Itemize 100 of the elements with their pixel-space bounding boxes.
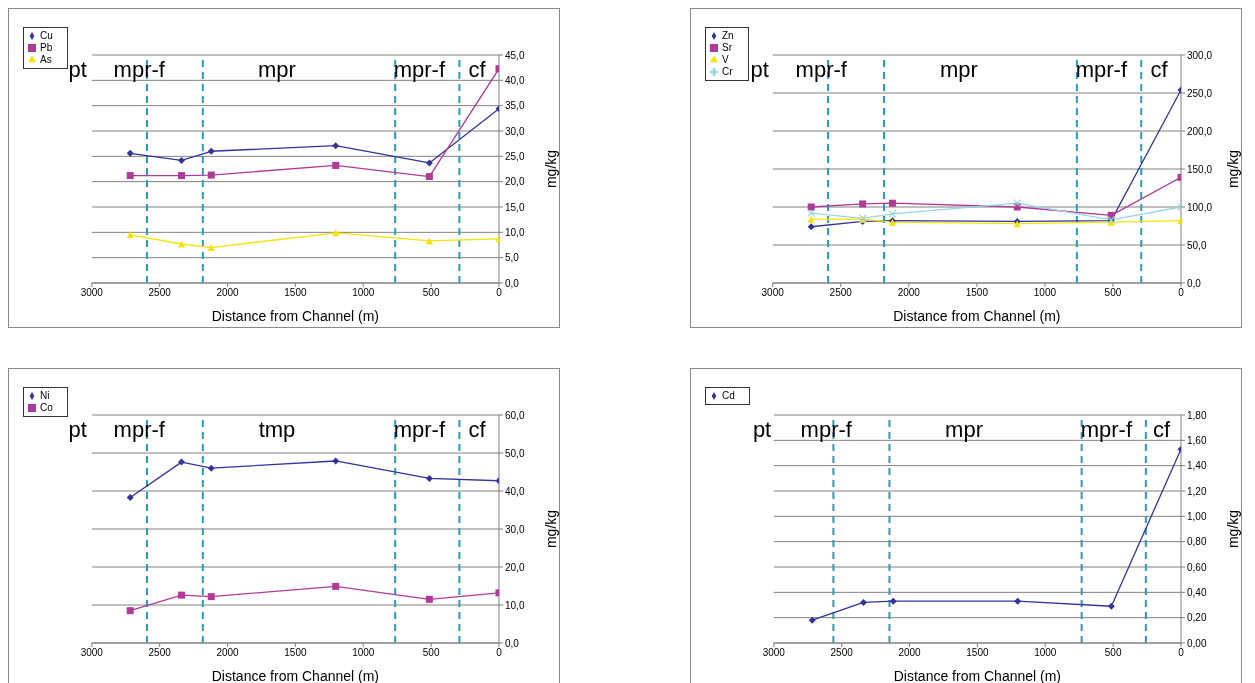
x-tick-label: 2500 xyxy=(148,647,172,659)
legend-label: Cd xyxy=(722,390,735,401)
annotation: mpr-f xyxy=(393,417,446,443)
point xyxy=(207,147,215,155)
annotation: mpr-f xyxy=(113,57,165,83)
y-tick-label: 200,0 xyxy=(1187,125,1213,137)
y-tick-label: 250,0 xyxy=(1187,87,1213,99)
point xyxy=(888,209,897,218)
legend-label: V xyxy=(722,54,729,65)
y-axis-title: mg/kg xyxy=(1224,509,1241,549)
y-tick-label: 15,0 xyxy=(505,201,525,213)
point xyxy=(332,457,340,465)
y-tick-label: 25,0 xyxy=(505,150,525,162)
annotation: mpr xyxy=(945,417,983,443)
y-tick-label: 1,60 xyxy=(1187,434,1207,446)
x-tick-label: 2500 xyxy=(830,647,854,659)
point xyxy=(126,149,134,157)
text: pt xyxy=(750,57,769,83)
legend-label: Co xyxy=(40,402,53,413)
y-tick-label: 35,0 xyxy=(505,100,525,112)
point xyxy=(207,171,215,179)
y-tick-label: 50,0 xyxy=(1187,239,1207,251)
x-tick-label: 1000 xyxy=(1034,647,1057,659)
annotation: mpr-f xyxy=(795,57,847,83)
x-tick-label: 1500 xyxy=(284,287,307,299)
x-axis-title: Distance from Channel (m) xyxy=(893,668,1062,683)
x-tick-label: 500 xyxy=(422,647,440,659)
annotation: mpr-f xyxy=(113,417,165,443)
y-tick-label: 1,00 xyxy=(1187,510,1207,522)
text: pt xyxy=(68,417,87,443)
y-tick-label: 0,0 xyxy=(505,277,520,289)
text: pt xyxy=(752,417,772,443)
y-tick-label: 0,0 xyxy=(1187,277,1202,289)
annotation: mpr-f xyxy=(800,417,852,443)
x-tick-label: 0 xyxy=(496,647,503,659)
x-tick-label: 2000 xyxy=(897,287,921,299)
point xyxy=(808,616,816,624)
point xyxy=(425,474,433,482)
x-tick-label: 3000 xyxy=(762,647,786,659)
x-tick-label: 3000 xyxy=(80,647,104,659)
point xyxy=(207,464,215,472)
x-tick-label: 3000 xyxy=(80,287,104,299)
point xyxy=(126,493,134,501)
x-axis-title: Distance from Channel (m) xyxy=(211,308,380,324)
y-tick-label: 1,20 xyxy=(1187,485,1207,497)
point xyxy=(807,215,815,223)
point xyxy=(126,607,134,615)
y-axis-title: mg/kg xyxy=(1224,149,1241,189)
y-tick-label: 0,20 xyxy=(1187,612,1207,624)
point xyxy=(889,597,897,605)
x-tick-label: 3000 xyxy=(761,287,785,299)
annotation: mpr-f xyxy=(1080,417,1133,443)
y-tick-label: 1,80 xyxy=(1187,409,1207,421)
x-tick-label: 500 xyxy=(1104,647,1122,659)
annotation: cf xyxy=(468,57,486,83)
x-tick-label: 1500 xyxy=(284,647,307,659)
point xyxy=(332,142,340,150)
x-tick-label: 0 xyxy=(496,287,503,299)
y-tick-label: 30,0 xyxy=(505,523,525,535)
point xyxy=(888,199,896,207)
y-tick-label: 30,0 xyxy=(505,125,525,137)
point xyxy=(1107,602,1115,610)
point xyxy=(425,159,433,167)
legend-label: Cu xyxy=(40,30,53,41)
text: pt xyxy=(68,57,87,83)
point xyxy=(178,172,186,180)
y-tick-label: 5,0 xyxy=(505,252,520,264)
x-tick-label: 1000 xyxy=(352,647,375,659)
y-tick-label: 20,0 xyxy=(505,176,525,188)
legend-label: Sr xyxy=(722,42,732,53)
x-tick-label: 2000 xyxy=(216,287,240,299)
y-axis-title: mg/kg xyxy=(542,149,559,189)
y-axis-title: mg/kg xyxy=(542,509,559,549)
annotation: cf xyxy=(468,417,486,443)
legend-label: As xyxy=(40,54,52,65)
y-tick-label: 50,0 xyxy=(505,447,525,459)
legend-label: Zn xyxy=(722,30,734,41)
point xyxy=(178,591,186,599)
y-tick-label: 0,80 xyxy=(1187,536,1207,548)
point xyxy=(1013,199,1022,208)
y-tick-label: 20,0 xyxy=(505,561,525,573)
point xyxy=(807,208,816,218)
x-tick-label: 0 xyxy=(1178,287,1185,299)
y-tick-label: 60,0 xyxy=(505,409,525,421)
annotation: mpr-f xyxy=(393,57,446,83)
point xyxy=(859,200,867,208)
y-tick-label: 1,40 xyxy=(1187,460,1207,472)
y-tick-label: 0,0 xyxy=(505,637,520,649)
point xyxy=(425,595,433,603)
point xyxy=(1014,597,1022,605)
y-tick-label: 0,00 xyxy=(1187,637,1207,649)
x-tick-label: 1000 xyxy=(1033,287,1057,299)
x-axis-title: Distance from Channel (m) xyxy=(211,668,380,683)
x-tick-label: 2000 xyxy=(898,647,922,659)
y-tick-label: 100,0 xyxy=(1187,201,1213,213)
y-tick-label: 40,0 xyxy=(505,74,525,86)
point xyxy=(126,172,134,180)
point xyxy=(178,156,186,164)
x-tick-label: 500 xyxy=(422,287,440,299)
legend-label: Pb xyxy=(40,42,53,53)
